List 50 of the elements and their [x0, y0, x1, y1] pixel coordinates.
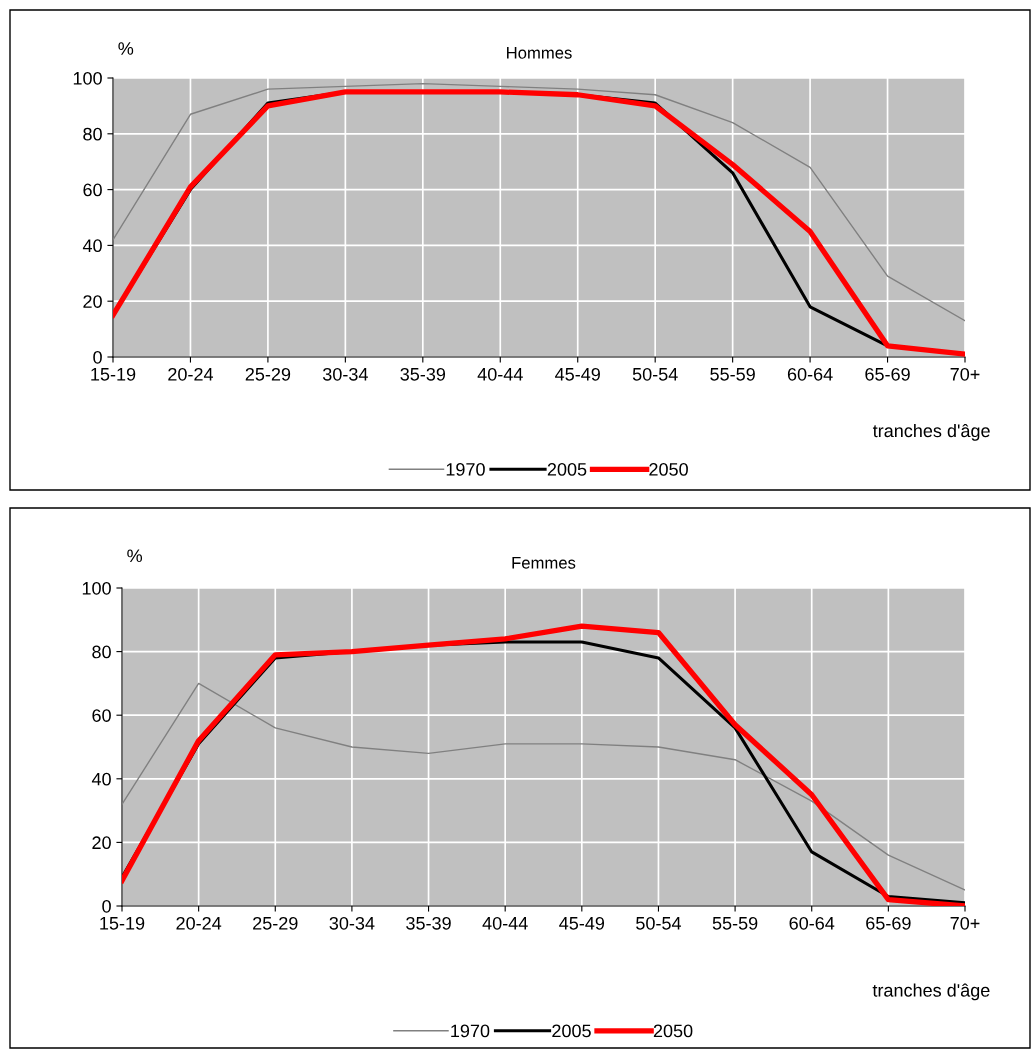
chart-title: Femmes	[512, 557, 576, 569]
legend-label: 2050	[653, 1024, 693, 1038]
x-tick-label: 15-19	[91, 367, 136, 381]
x-tick-label: 20-24	[168, 367, 214, 381]
x-tick-label: 60-64	[789, 916, 835, 930]
legend-label: 1970	[451, 1024, 490, 1038]
line-series	[122, 682, 965, 891]
x-tick-label: 25-29	[245, 367, 291, 381]
y-tick-label: 60	[83, 183, 102, 197]
x-tick-label: 25-29	[253, 916, 298, 930]
x-tick-label: 70+	[950, 916, 980, 930]
x-tick-label: 60-64	[787, 367, 833, 381]
x-tick-label: 65-69	[865, 367, 910, 381]
x-tick-label: 65-69	[866, 916, 911, 930]
x-tick-label: 50-54	[636, 916, 682, 930]
y-tick-label: 0	[102, 899, 111, 913]
y-tick-label: 80	[83, 127, 102, 141]
line-series	[113, 82, 965, 322]
y-tick-label: 20	[92, 836, 111, 850]
x-tick-label: 35-39	[406, 916, 451, 930]
x-tick-label: 70+	[950, 367, 980, 381]
legend-label: 2005	[547, 463, 587, 476]
x-tick-label: 35-39	[400, 367, 446, 381]
x-tick-label: 30-34	[322, 367, 368, 381]
y-tick-label: 40	[91, 772, 111, 786]
x-tick-label: 55-59	[710, 367, 755, 381]
x-tick-label: 40-44	[482, 916, 528, 930]
legend-label: 2005	[552, 1024, 591, 1038]
x-tick-label: 40-44	[477, 367, 523, 381]
x-tick-label: 50-54	[632, 367, 678, 381]
y-tick-label: 80	[92, 645, 111, 659]
y-tick-label: 100	[82, 581, 111, 595]
y-tick-label: 60	[92, 709, 111, 722]
x-tick-label: 45-49	[559, 916, 605, 930]
x-tick-label: 30-34	[329, 916, 375, 930]
y-tick-label: 20	[83, 295, 102, 308]
y-tick-label: 100	[73, 71, 102, 85]
x-tick-label: 15-19	[100, 916, 145, 930]
legend-label: 2050	[649, 463, 688, 476]
x-axis-title: tranches d'âge	[872, 983, 990, 1001]
y-axis-title: %	[127, 549, 143, 563]
x-axis-title: tranches d'âge	[872, 423, 990, 441]
x-tick-label: 45-49	[555, 367, 600, 381]
y-tick-label: 40	[82, 239, 102, 253]
y-tick-label: 0	[93, 350, 102, 364]
x-tick-label: 55-59	[712, 916, 758, 930]
y-axis-title: %	[118, 42, 134, 55]
legend-label: 1970	[446, 463, 485, 476]
chart-title: Hommes	[507, 47, 572, 59]
x-tick-label: 20-24	[176, 916, 222, 930]
